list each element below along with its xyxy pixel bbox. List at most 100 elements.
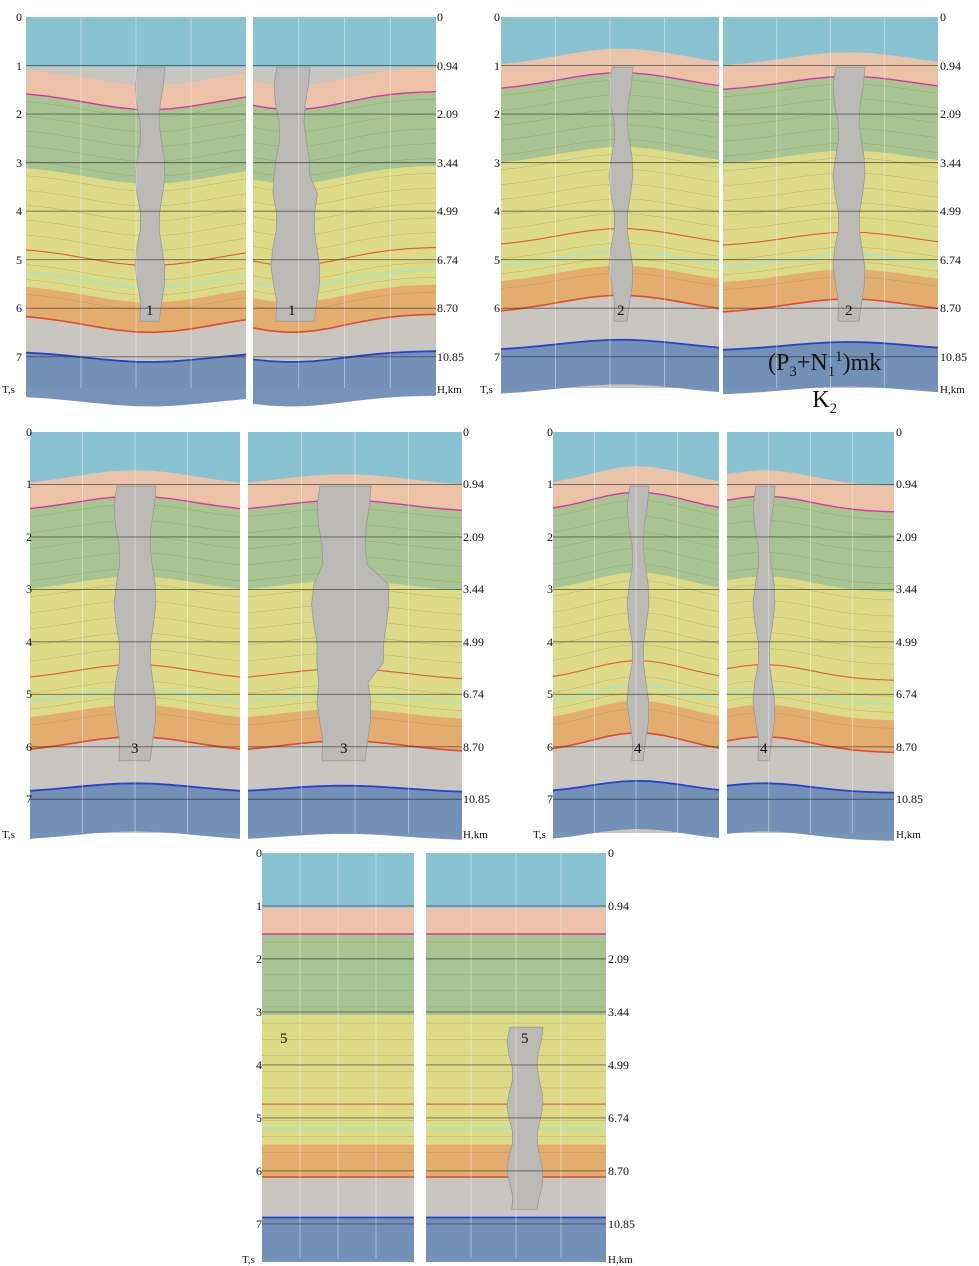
time-axis-unit: T,s: [480, 384, 493, 396]
time-tick-label: 7: [494, 349, 500, 364]
time-tick-label: 2: [256, 951, 262, 966]
time-tick-label: 4: [16, 204, 22, 219]
depth-tick-label: 0.94: [940, 58, 961, 73]
diapir-number-label: 2: [845, 302, 853, 319]
time-tick-label: 6: [16, 301, 22, 316]
time-tick-label: 7: [16, 349, 22, 364]
time-tick-label: 2: [26, 529, 32, 544]
time-tick-label: 2: [494, 107, 500, 122]
depth-axis-unit: H,km: [608, 1254, 633, 1266]
depth-axis-unit: H,km: [463, 829, 488, 841]
depth-tick-label: 3.44: [463, 582, 484, 597]
time-tick-label: 4: [26, 634, 32, 649]
depth-axis-unit: H,km: [940, 384, 965, 396]
depth-tick-label: 10.85: [896, 792, 923, 807]
depth-tick-label: 0.94: [437, 58, 458, 73]
depth-tick-label: 0.94: [896, 477, 917, 492]
depth-axis-unit: H,km: [896, 829, 921, 841]
time-axis-unit: T,s: [2, 384, 15, 396]
depth-tick-label: 8.70: [896, 739, 917, 754]
depth-tick-label: 8.70: [608, 1163, 629, 1178]
time-tick-label: 6: [256, 1163, 262, 1178]
diapir-number-label: 5: [521, 1031, 529, 1048]
diapir-number-label: 4: [760, 740, 768, 757]
time-tick-label: 6: [26, 739, 32, 754]
depth-tick-label: 4.99: [896, 634, 917, 649]
depth-tick-label: 0: [437, 10, 443, 24]
time-tick-label: 5: [547, 687, 553, 702]
time-tick-label: 7: [26, 792, 32, 807]
depth-tick-label: 10.85: [463, 792, 490, 807]
time-tick-label: 1: [26, 477, 32, 492]
depth-tick-label: 8.70: [940, 301, 961, 316]
time-tick-label: 7: [256, 1216, 262, 1231]
depth-tick-label: 6.74: [437, 252, 458, 267]
seismic-panel: [500, 17, 720, 394]
time-tick-label: 4: [547, 634, 553, 649]
depth-tick-label: 2.09: [896, 529, 917, 544]
time-tick-label: 1: [256, 898, 262, 913]
time-axis-unit: T,s: [242, 1254, 255, 1266]
diapir-number-label: 2: [617, 302, 625, 319]
salt-diapir: [832, 66, 866, 322]
depth-axis-unit: H,km: [437, 384, 462, 396]
diapir-number-label: 1: [288, 302, 296, 319]
depth-tick-label: 2.09: [940, 107, 961, 122]
depth-tick-label: 0: [463, 425, 469, 439]
time-tick-label: 6: [494, 301, 500, 316]
depth-tick-label: 10.85: [437, 349, 464, 364]
time-tick-label: 6: [547, 739, 553, 754]
diapir-number-label: 1: [146, 302, 154, 319]
time-tick-label: 0: [256, 846, 262, 860]
depth-tick-label: 6.74: [896, 687, 917, 702]
depth-tick-label: 0: [940, 10, 946, 24]
depth-tick-label: 2.09: [608, 951, 629, 966]
seismic-panel: [29, 432, 241, 839]
depth-tick-label: 3.44: [940, 155, 961, 170]
depth-tick-label: 2.09: [463, 529, 484, 544]
time-tick-label: 3: [494, 155, 500, 170]
depth-tick-label: 3.44: [608, 1004, 629, 1019]
time-tick-label: 4: [256, 1057, 262, 1072]
time-tick-label: 2: [547, 529, 553, 544]
depth-tick-label: 4.99: [463, 634, 484, 649]
time-tick-label: 5: [26, 687, 32, 702]
depth-tick-label: 6.74: [940, 252, 961, 267]
depth-tick-label: 6.74: [463, 687, 484, 702]
time-tick-label: 7: [547, 792, 553, 807]
seismic-panel: [262, 853, 414, 1262]
depth-tick-label: 0.94: [463, 477, 484, 492]
depth-tick-label: 0.94: [608, 898, 629, 913]
depth-tick-label: 4.99: [608, 1057, 629, 1072]
seismic-panel: [25, 17, 247, 407]
time-tick-label: 3: [26, 582, 32, 597]
depth-tick-label: 6.74: [608, 1110, 629, 1125]
time-tick-label: 1: [547, 477, 553, 492]
diapir-number-label: 3: [131, 740, 139, 757]
time-tick-label: 3: [16, 155, 22, 170]
diapir-number-label: 4: [634, 740, 642, 757]
time-tick-label: 1: [16, 58, 22, 73]
salt-diapir: [134, 66, 166, 322]
time-tick-label: 3: [256, 1004, 262, 1019]
seismic-panel: [247, 432, 463, 840]
time-axis-unit: T,s: [533, 829, 546, 841]
depth-tick-label: 10.85: [940, 349, 967, 364]
seismic-panel: [552, 432, 720, 839]
depth-tick-label: 4.99: [940, 204, 961, 219]
diapir-number-label: 3: [340, 740, 348, 757]
time-tick-label: 3: [547, 582, 553, 597]
seismic-panel: [722, 17, 939, 395]
seismic-panel: [426, 853, 606, 1262]
time-tick-label: 2: [16, 107, 22, 122]
salt-diapir: [608, 66, 634, 322]
time-tick-label: 5: [494, 252, 500, 267]
depth-tick-label: 4.99: [437, 204, 458, 219]
depth-tick-label: 3.44: [437, 155, 458, 170]
depth-tick-label: 3.44: [896, 582, 917, 597]
salt-diapir: [311, 485, 390, 762]
time-tick-label: 4: [494, 204, 500, 219]
salt-diapir: [270, 66, 321, 322]
depth-tick-label: 8.70: [437, 301, 458, 316]
depth-tick-label: 8.70: [463, 739, 484, 754]
